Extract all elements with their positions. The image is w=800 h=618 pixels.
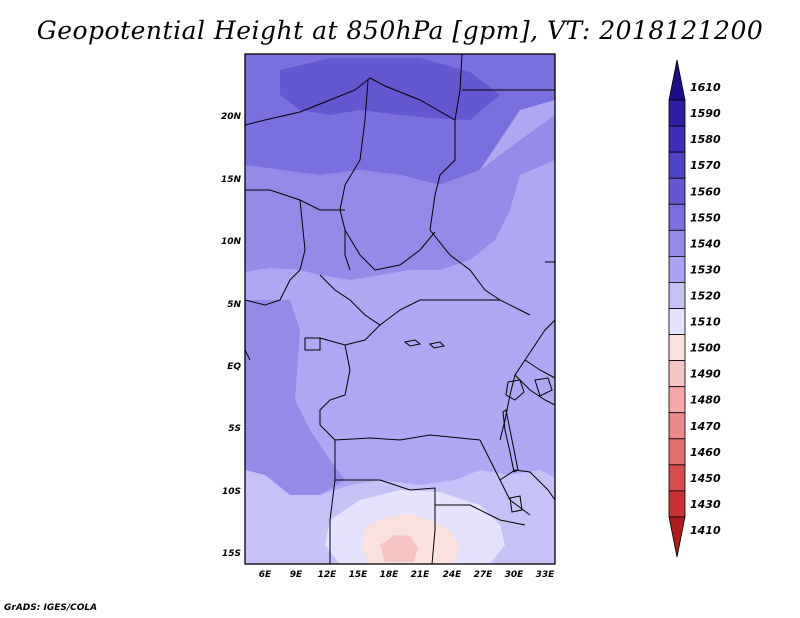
lon-label: 30E: [505, 570, 525, 580]
lat-label: 15N: [221, 175, 242, 185]
colorbar-segment: [668, 412, 686, 440]
colorbar-segment: [668, 438, 686, 466]
colorbar-label: 1550: [690, 211, 721, 224]
contour-1540-west: [245, 300, 345, 495]
colorbar-label: 1580: [690, 133, 721, 146]
colorbar-segment: [668, 308, 686, 335]
colorbar-segment: [668, 59, 686, 101]
lon-label: 21E: [411, 570, 431, 580]
colorbar-label: 1510: [690, 316, 721, 329]
grads-credit: GrADS: IGES/COLA: [4, 603, 98, 613]
colorbar-label: 1410: [690, 524, 721, 537]
country-borders: [244, 53, 556, 565]
lat-label: 20N: [221, 112, 242, 122]
colorbar-label: 1490: [690, 368, 721, 381]
colorbar-label: 1430: [690, 498, 721, 511]
lon-label: 12E: [318, 570, 338, 580]
colorbar-segment: [668, 490, 686, 518]
lon-label: 33E: [536, 570, 556, 580]
colorbar-segment: [668, 99, 686, 127]
lon-label: 6E: [259, 570, 272, 580]
colorbar-label: 1460: [690, 446, 721, 459]
lat-axis: 20N 15N 10N 5N EQ 5S 10S 15S: [221, 112, 242, 559]
lon-label: 27E: [474, 570, 494, 580]
colorbar: 1610 1590 1580 1570 1560 1550 1540 1530 1520 1510…: [668, 59, 721, 558]
map-panel: [244, 53, 556, 565]
lat-label: 15S: [222, 549, 241, 559]
colorbar-segment: [668, 255, 686, 283]
lat-label: 5N: [227, 300, 241, 310]
colorbar-label: 1540: [690, 237, 721, 250]
colorbar-segment: [668, 516, 686, 558]
contour-1550: [245, 115, 555, 280]
lon-label: 18E: [380, 570, 400, 580]
colorbar-label: 1590: [690, 107, 721, 120]
lat-label: EQ: [227, 362, 241, 372]
lon-label: 24E: [443, 570, 463, 580]
colorbar-segment: [668, 177, 686, 205]
contour-1500-low: [380, 535, 418, 562]
lon-label: 15E: [349, 570, 369, 580]
colorbar-segment: [668, 125, 686, 153]
colorbar-segment: [668, 282, 686, 309]
colorbar-label: 1570: [690, 159, 721, 172]
colorbar-label: 1520: [690, 289, 721, 302]
lat-label: 10S: [222, 487, 241, 497]
colorbar-segment: [668, 151, 686, 179]
colorbar-label: 1500: [690, 342, 721, 355]
lat-label: 5S: [228, 424, 241, 434]
lat-label: 10N: [221, 237, 242, 247]
colorbar-label: 1560: [690, 185, 721, 198]
colorbar-label: 1610: [690, 81, 721, 94]
colorbar-segment: [668, 360, 686, 388]
colorbar-segment: [668, 334, 686, 362]
colorbar-segment: [668, 386, 686, 414]
map-frame: [244, 53, 556, 565]
colorbar-label: 1480: [690, 394, 721, 407]
colorbar-label: 1530: [690, 263, 721, 276]
colorbar-segment: [668, 203, 686, 231]
lakes: [403, 339, 553, 513]
colorbar-label: 1470: [690, 420, 721, 433]
lon-label: 9E: [290, 570, 303, 580]
colorbar-segment: [668, 229, 686, 257]
chart-title: Geopotential Height at 850hPa [gpm], VT:…: [36, 16, 764, 45]
colorbar-label: 1450: [690, 472, 721, 485]
lon-axis: 6E 9E 12E 15E 18E 21E 24E 27E 30E 33E: [259, 570, 555, 580]
colorbar-segment: [668, 464, 686, 492]
contour-1570-core: [280, 58, 500, 120]
